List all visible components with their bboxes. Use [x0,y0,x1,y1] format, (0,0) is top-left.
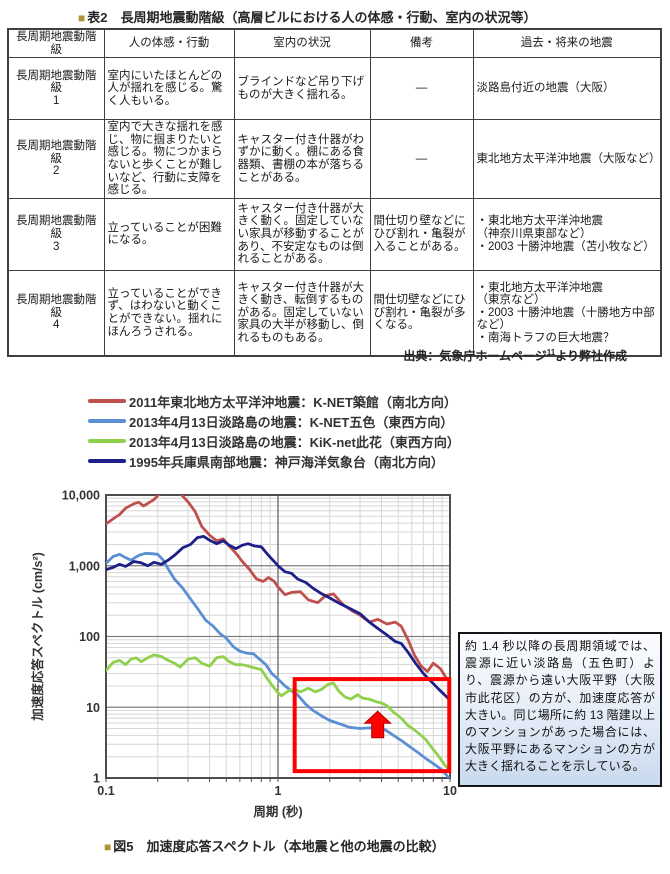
table-caption: ■ 表2 長周期地震動階級（高層ビルにおける人の体感・行動、室内の状況等） [78,7,536,26]
svg-text:100: 100 [79,630,100,644]
source-note: 出典：気象庁ホームページ11より弊社作成 [403,348,627,363]
legend-item: 2013年4月13日淡路島の地震：K-NET五色（東西方向） [88,411,460,431]
cell-quakes-4: ・東北地方太平洋沖地震 （東京など） ・2003 十勝沖地震（十勝地方中部など）… [472,269,662,357]
cell-rank-3: 長周期地震動階級 3 [7,197,105,271]
table-row: 長周期地震動階級 1 室内にいたほとんどの人が揺れを感じる。驚く人もいる。 ブライ… [7,57,662,121]
cell-note-1: ― [369,57,474,121]
header-quakes: 過去・将来の地震 [472,28,662,59]
cell-quakes-3: ・東北地方太平洋沖地震 （神奈川県東部など） ・2003 十勝沖地震（苫小牧など… [472,197,662,271]
cell-rank-1: 長周期地震動階級 1 [7,57,105,121]
svg-text:10: 10 [443,784,457,798]
header-note: 備考 [369,28,474,59]
table-header-row: 長周期地震動階級 人の体感・行動 室内の状況 備考 過去・将来の地震 [7,28,662,59]
legend-item: 2013年4月13日淡路島の地震：KiK-net此花（東西方向） [88,431,460,451]
cell-note-4: 間仕切壁などにひび割れ・亀裂が多くなる。 [369,269,474,357]
footnote-ref: 11 [546,348,556,357]
caption-square-icon: ■ [78,11,86,25]
cell-room-4: キャスター付き什器が大きく動き、転倒するものがある。固定していない家具の大半が移… [233,269,371,357]
cell-room-1: ブラインドなど吊り下げものが大きく揺れる。 [233,57,371,121]
cell-note-3: 間仕切り壁などにひび割れ・亀裂が入ることがある。 [369,197,474,271]
table-row: 長周期地震動階級 3 立っていることが困難になる。 キャスター付き什器が大きく動く… [7,197,662,271]
svg-text:10: 10 [86,701,100,715]
cell-taikan-4: 立っていることができず、はわないと動くことができない。揺れにほんろうされる。 [103,269,235,357]
cell-taikan-3: 立っていることが困難になる。 [103,197,235,271]
legend-label: 1995年兵庫県南部地震：神戸海洋気象台（南北方向） [129,454,444,470]
legend-line-blue [88,419,126,423]
svg-text:0.1: 0.1 [97,784,114,798]
header-class: 長周期地震動階級 [7,28,105,59]
cell-quakes-1: 淡路島付近の地震（大阪） [472,57,662,121]
cell-note-2: ― [369,119,474,199]
legend-label: 2013年4月13日淡路島の地震：K-NET五色（東西方向） [129,414,454,430]
table-caption-text: 表2 長周期地震動階級（高層ビルにおける人の体感・行動、室内の状況等） [87,10,537,25]
svg-text:加速度応答スペクトル (cm/s²): 加速度応答スペクトル (cm/s²) [30,552,45,722]
table-row: 長周期地震動階級 2 室内で大きな揺れを感じ、物に掴まりたいと感じる。物につかまら… [7,119,662,199]
svg-text:1: 1 [275,784,282,798]
legend-line-red [88,399,126,403]
seismic-class-table: 長周期地震動階級 人の体感・行動 室内の状況 備考 過去・将来の地震 長周期地震… [7,28,662,358]
legend-label: 2011年東北地方太平洋沖地震：K-NET築館（南北方向） [129,394,457,410]
cell-rank-2: 長周期地震動階級 2 [7,119,105,199]
svg-text:1: 1 [93,772,100,786]
header-taikan: 人の体感・行動 [103,28,235,59]
caption-square-icon: ■ [104,840,112,854]
svg-text:周期 (秒): 周期 (秒) [253,804,302,819]
figure-caption: ■ 図5 加速度応答スペクトル（本地震と他の地震の比較） [104,836,445,855]
legend-item: 2011年東北地方太平洋沖地震：K-NET築館（南北方向） [88,391,460,411]
legend-line-navy [88,459,126,463]
cell-quakes-2: 東北地方太平洋沖地震（大阪など） [472,119,662,199]
figure-caption-text: 図5 加速度応答スペクトル（本地震と他の地震の比較） [113,839,445,854]
cell-room-3: キャスター付き什器が大きく動く。固定していない家具が移動することがあり、不安定な… [233,197,371,271]
chart-legend: 2011年東北地方太平洋沖地震：K-NET築館（南北方向） 2013年4月13日… [88,391,460,471]
cell-rank-4: 長周期地震動階級 4 [7,269,105,357]
header-room: 室内の状況 [233,28,371,59]
legend-label: 2013年4月13日淡路島の地震：KiK-net此花（東西方向） [129,434,460,450]
cell-taikan-1: 室内にいたほとんどの人が揺れを感じる。驚く人もいる。 [103,57,235,121]
svg-text:1,000: 1,000 [69,559,100,573]
table-row: 長周期地震動階級 4 立っていることができず、はわないと動くことができない。揺れに… [7,269,662,357]
cell-taikan-2: 室内で大きな揺れを感じ、物に掴まりたいと感じる。物につかまらないと歩くことが難し… [103,119,235,199]
annotation-callout-box: 約 1.4 秒以降の長周期領域では、震源に近い淡路島（五色町）より、震源から遠い… [458,632,662,787]
cell-room-2: キャスター付き什器がわずかに動く。棚にある食器類、書棚の本が落ちることがある。 [233,119,371,199]
legend-line-green [88,439,126,443]
legend-item: 1995年兵庫県南部地震：神戸海洋気象台（南北方向） [88,451,460,471]
svg-text:10,000: 10,000 [62,489,100,503]
